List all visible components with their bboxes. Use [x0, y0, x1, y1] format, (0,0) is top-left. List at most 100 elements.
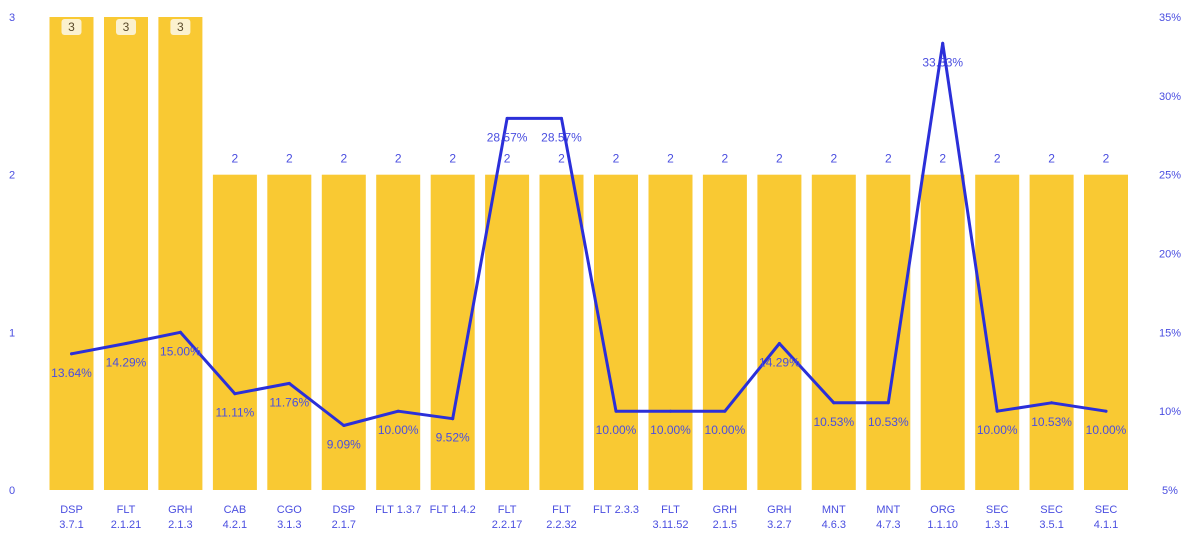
category-label: 4.6.3 [822, 519, 846, 531]
percent-label: 13.64% [51, 366, 92, 380]
category-label: ORG [930, 504, 955, 516]
bar-value-label: 2 [1103, 152, 1110, 166]
category-label: SEC [986, 504, 1009, 516]
category-label: 1.1.10 [927, 519, 958, 531]
bar [267, 174, 312, 490]
bar-value-label: 2 [1048, 152, 1055, 166]
bar-value-label: 2 [722, 152, 729, 166]
percent-label: 10.00% [650, 423, 691, 437]
bar-labels-layer: 3 3 3 2 2 2 2 2 2 2 2 2 2 2 2 2 2 2 2 2 [61, 19, 1110, 166]
line-point [1050, 401, 1054, 405]
line-point [560, 116, 563, 120]
bar-value-label: 2 [994, 152, 1001, 166]
bar-value-label: 2 [504, 152, 511, 166]
percent-labels-layer: 13.64% 14.29% 15.00% 11.11% 11.76% 9.09% 10.00… [51, 55, 1127, 451]
category-label: GRH [767, 504, 792, 516]
line-point [941, 41, 945, 45]
percent-label: 14.29% [759, 356, 800, 370]
category-label: GRH [713, 504, 738, 516]
category-label: 3.1.3 [277, 519, 301, 531]
percent-label: 9.09% [327, 438, 361, 452]
category-label: 2.1.5 [713, 519, 737, 531]
line-point [505, 116, 509, 120]
line-point [995, 409, 999, 413]
category-label: FLT [117, 504, 136, 516]
bar-value-label: 2 [449, 152, 456, 166]
category-label: FLT [661, 504, 680, 516]
bar-value-label: 2 [830, 152, 837, 166]
category-label: 3.5.1 [1039, 519, 1063, 531]
bar-value-badge [170, 19, 191, 35]
left-axis: 0 1 2 3 [9, 12, 15, 497]
right-axis-tick: 30% [1159, 91, 1181, 103]
category-label: FLT 1.3.7 [375, 504, 421, 516]
percent-label: 10.53% [1031, 415, 1072, 429]
line-point [233, 392, 237, 396]
bar-value-label: 2 [558, 152, 565, 166]
line-point [1104, 409, 1108, 413]
bar [648, 174, 693, 490]
category-label: FLT 1.4.2 [430, 504, 476, 516]
category-label: CGO [277, 504, 303, 516]
category-label: MNT [822, 504, 846, 516]
bar-value-label: 2 [667, 152, 674, 166]
bar-value-label: 2 [885, 152, 892, 166]
bar [1029, 174, 1074, 490]
right-axis-tick: 10% [1159, 406, 1181, 418]
right-axis-tick: 15% [1159, 327, 1181, 339]
category-label: 3.2.7 [767, 519, 791, 531]
bar-value-badge [61, 19, 82, 35]
percent-label: 10.00% [596, 423, 637, 437]
line-point [614, 409, 618, 413]
line-point [342, 424, 346, 427]
category-label: 1.3.1 [985, 519, 1009, 531]
bar [811, 174, 856, 490]
percent-label: 28.57% [487, 130, 528, 144]
category-label: CAB [224, 504, 247, 516]
bars-layer [49, 17, 1128, 490]
category-label: FLT [552, 504, 571, 516]
bar-value-label: 2 [395, 152, 402, 166]
left-axis-tick: 2 [9, 170, 15, 182]
bar-value-label: 3 [177, 20, 184, 34]
percent-label: 10.00% [705, 423, 746, 437]
percent-label: 28.57% [541, 130, 582, 144]
bar [702, 174, 747, 490]
percent-label: 9.52% [436, 431, 470, 445]
line-point [723, 409, 727, 413]
percent-label: 33.33% [922, 55, 963, 69]
line-point [287, 381, 291, 385]
percent-label: 14.29% [106, 356, 147, 370]
left-axis-tick: 1 [9, 327, 15, 339]
line-point [70, 352, 73, 356]
bar [757, 174, 802, 490]
bar-value-label: 2 [776, 152, 783, 166]
category-label: FLT 2.3.3 [593, 504, 639, 516]
right-axis-tick: 5% [1162, 485, 1178, 497]
percent-label: 10.00% [1086, 423, 1127, 437]
bar [539, 174, 584, 490]
percent-label: 11.76% [269, 395, 309, 409]
bar-value-label: 2 [286, 152, 293, 166]
bar-value-label: 3 [123, 20, 130, 34]
category-label: 4.2.1 [223, 519, 247, 531]
bar-value-label: 2 [340, 152, 347, 166]
category-label: 2.1.21 [111, 519, 142, 531]
bar [920, 174, 965, 490]
line-point [124, 342, 128, 345]
percent-label: 10.00% [378, 423, 419, 437]
bar-value-label: 3 [68, 20, 75, 34]
line-point [832, 401, 836, 405]
line-point [669, 409, 672, 413]
category-label: 3.7.1 [59, 519, 83, 531]
bar [485, 174, 530, 490]
percent-label: 11.11% [215, 406, 254, 420]
line-point [886, 401, 890, 405]
category-label: DSP [60, 504, 83, 516]
category-label: 2.1.3 [168, 519, 192, 531]
category-label: 4.1.1 [1094, 519, 1118, 531]
bar [975, 174, 1020, 490]
category-label: FLT [498, 504, 517, 516]
